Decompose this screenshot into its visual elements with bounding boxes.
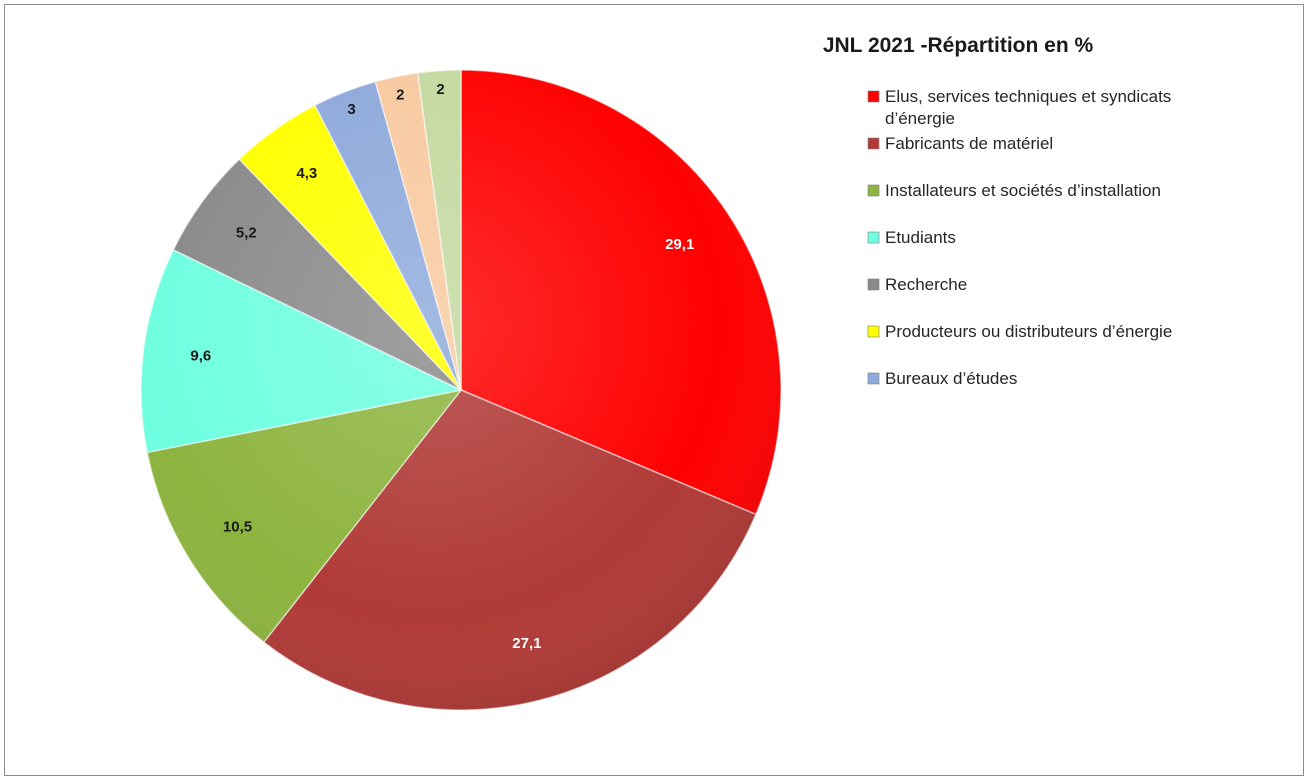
legend-swatch <box>867 90 880 103</box>
legend-label: Recherche <box>885 275 967 294</box>
data-label-etudiants: 9,6 <box>190 347 211 364</box>
data-label-fabricants-de-materiel: 27,1 <box>512 635 541 652</box>
legend-item-installateurs-et-societes-d-installation: Installateurs et sociétés d’installation <box>867 181 1161 200</box>
legend-item-fabricants-de-materiel: Fabricants de matériel <box>867 134 1053 153</box>
data-label-slice-8: 2 <box>396 86 404 103</box>
legend-swatch <box>867 325 880 338</box>
legend-swatch <box>867 184 880 197</box>
data-label-installateurs-et-societes-d-installation: 10,5 <box>223 519 252 536</box>
legend-swatch <box>867 137 880 150</box>
data-label-bureaux-d-etudes: 3 <box>347 101 355 118</box>
legend-label: Etudiants <box>885 228 956 247</box>
chart-title: JNL 2021 -Répartition en % <box>823 34 1094 57</box>
data-label-producteurs-ou-distributeurs-d-energie: 4,3 <box>296 165 317 182</box>
legend-swatch <box>867 278 880 291</box>
legend-label: Producteurs ou distributeurs d’énergie <box>885 322 1172 341</box>
legend-label: Elus, services techniques et syndicats d’… <box>885 87 1171 128</box>
legend-item-recherche: Recherche <box>867 275 967 294</box>
legend-item-producteurs-ou-distributeurs-d-energie: Producteurs ou distributeurs d’énergie <box>867 322 1172 341</box>
data-label-recherche: 5,2 <box>236 225 257 242</box>
legend-swatch <box>867 231 880 244</box>
legend-item-elus-services-techniques-et-syndicats-d-energie: Elus, services techniques et syndicats d’… <box>867 87 1171 128</box>
data-label-slice-9: 2 <box>436 81 444 98</box>
legend-swatch <box>867 372 880 385</box>
legend-item-etudiants: Etudiants <box>867 228 956 247</box>
data-label-elus-services-techniques-et-syndicats-d-energie: 29,1 <box>665 236 694 253</box>
legend-label: Installateurs et sociétés d’installation <box>885 181 1161 200</box>
legend-label: Bureaux d’études <box>885 369 1017 388</box>
pie-data-labels: 29,1 27,1 10,5 9,6 5,2 4,3 3 2 2 <box>190 81 694 652</box>
pie-slices <box>140 69 782 711</box>
chart-legend: Elus, services techniques et syndicats d’… <box>867 87 1172 388</box>
legend-label: Fabricants de matériel <box>885 134 1053 153</box>
legend-item-bureaux-d-etudes: Bureaux d’études <box>867 369 1017 388</box>
